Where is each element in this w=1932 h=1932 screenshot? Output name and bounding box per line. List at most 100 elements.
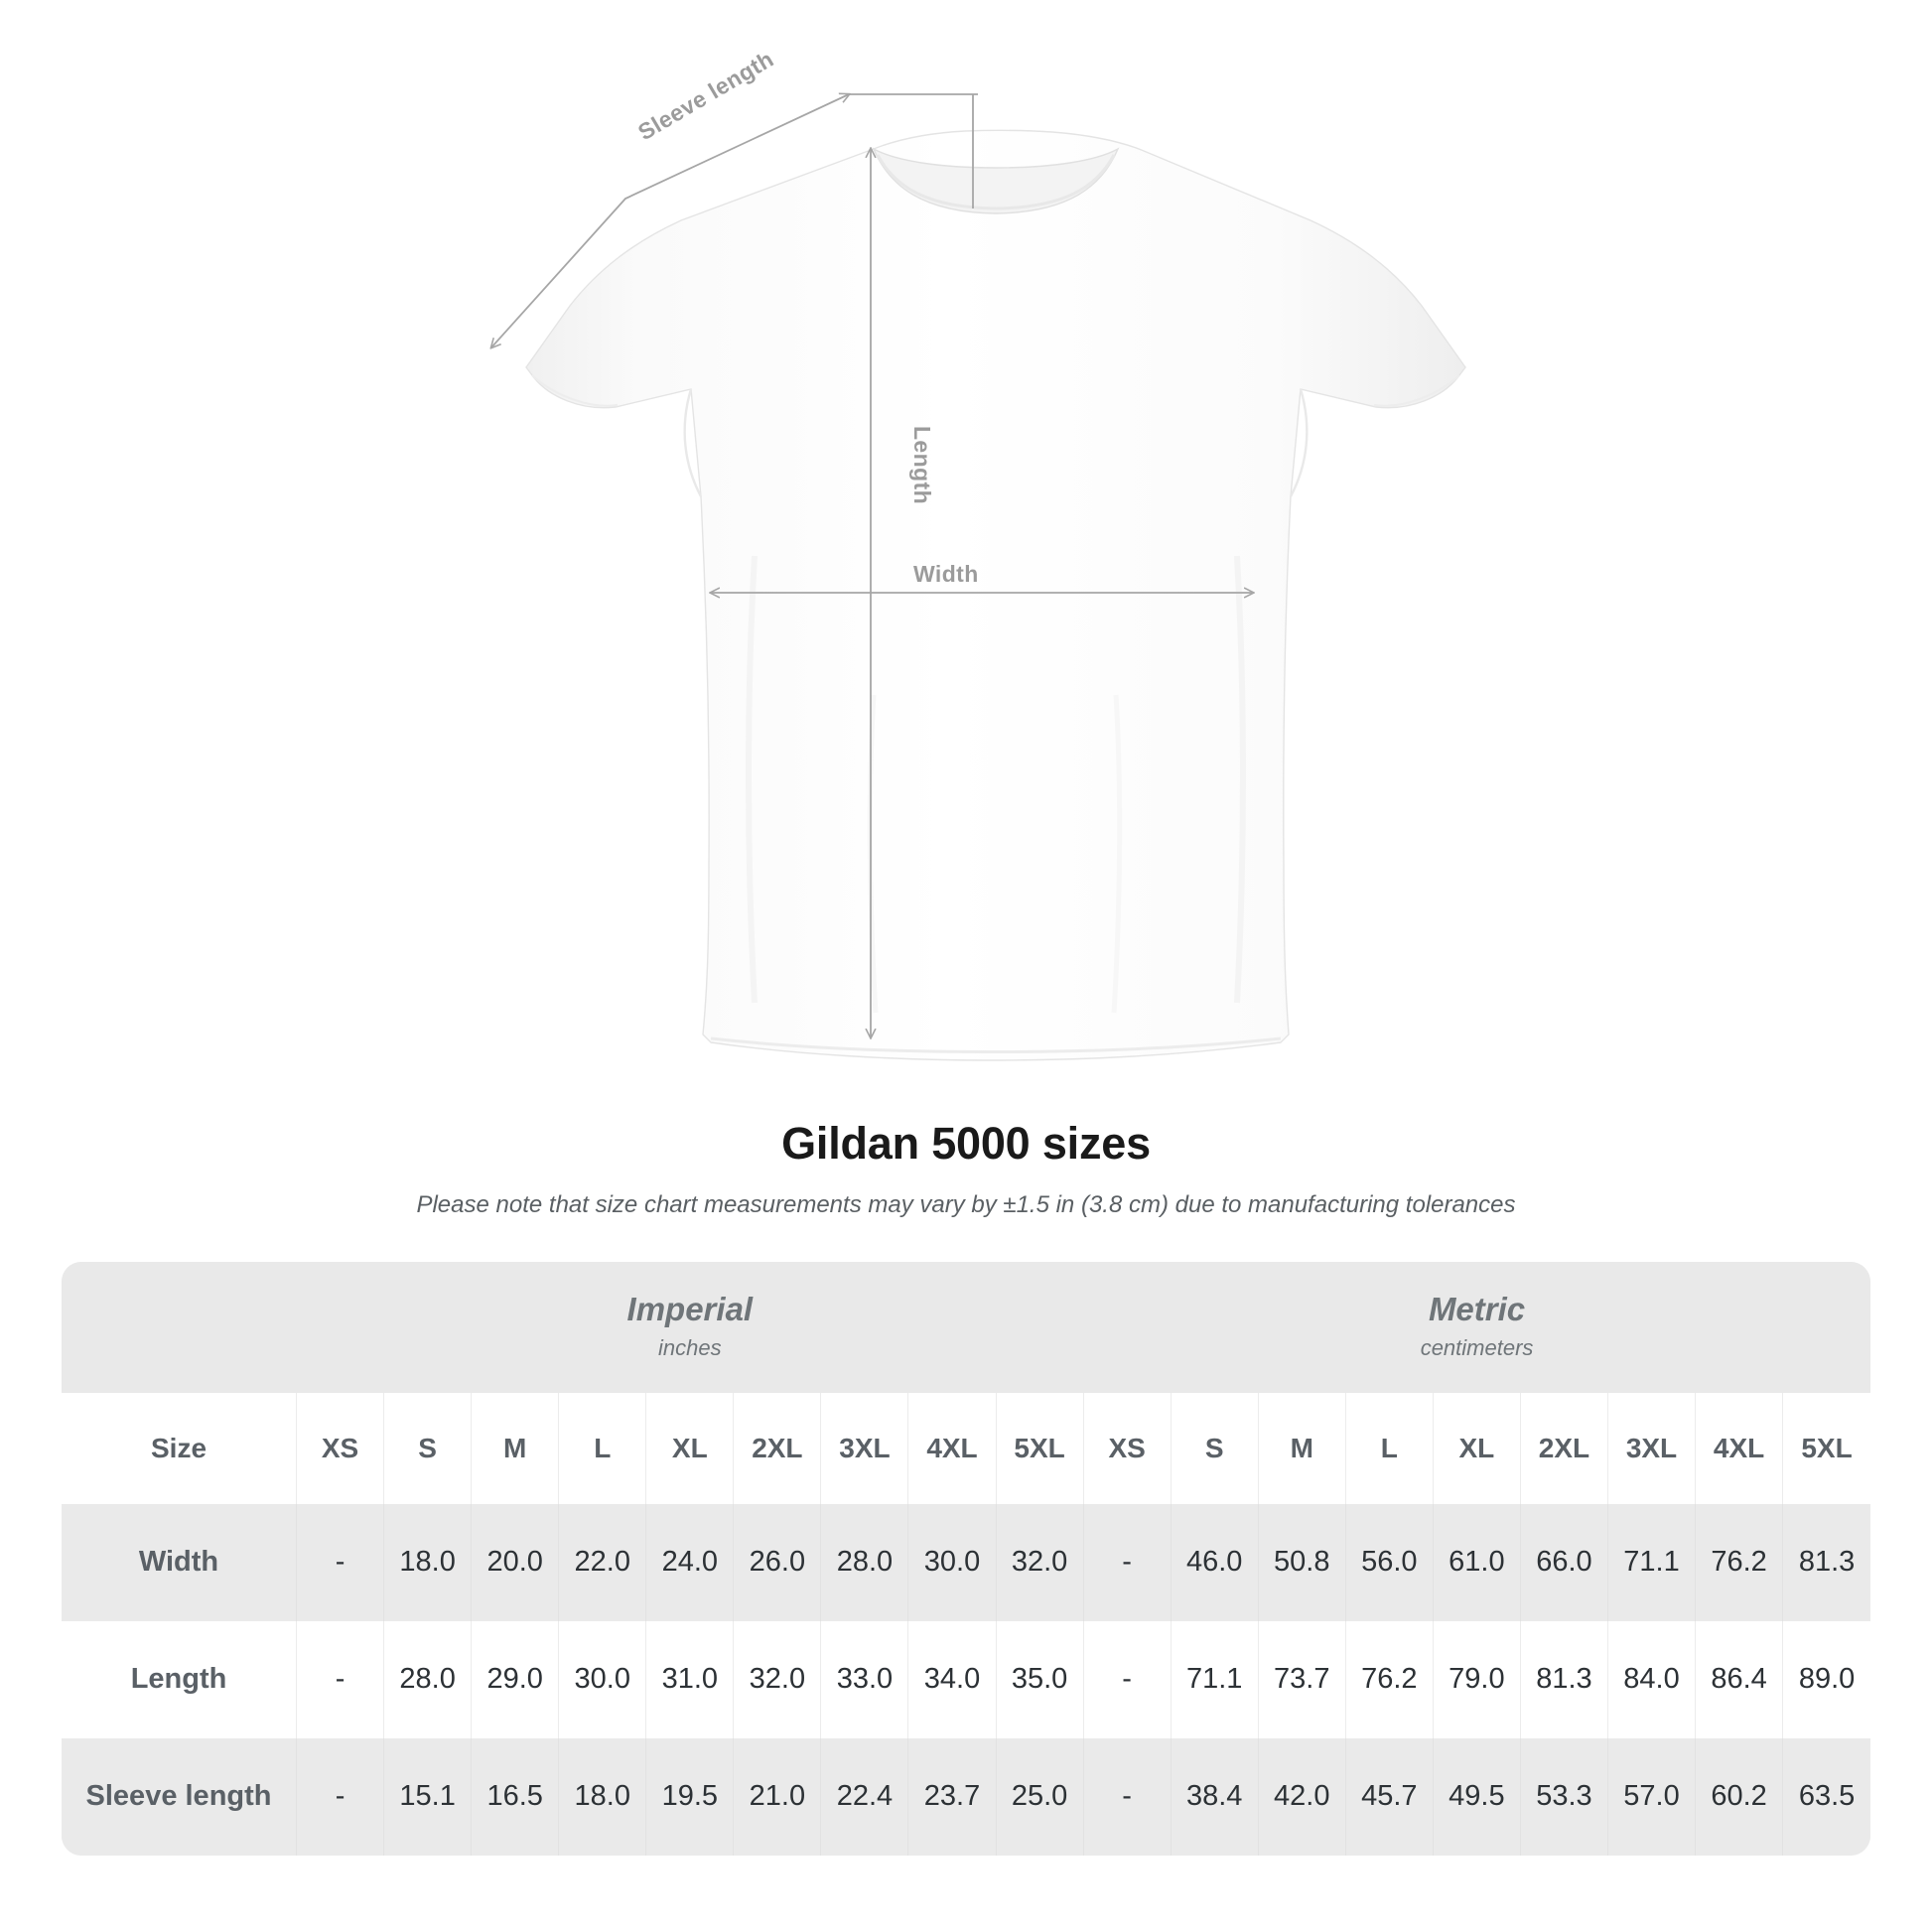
cell-sleeve-length-metric-xl: 49.5 bbox=[1432, 1737, 1521, 1856]
cell-length-imperial-xs: - bbox=[296, 1620, 384, 1738]
cell-length-imperial-2xl: 32.0 bbox=[733, 1620, 821, 1738]
cell-sleeve-length-imperial-m: 16.5 bbox=[471, 1737, 559, 1856]
column-header-metric-xl: XL bbox=[1432, 1392, 1521, 1504]
cell-sleeve-length-imperial-xs: - bbox=[296, 1737, 384, 1856]
cell-width-imperial-m: 20.0 bbox=[471, 1503, 559, 1621]
unit-group-name: Imperial bbox=[626, 1291, 754, 1328]
cell-sleeve-length-metric-m: 42.0 bbox=[1257, 1737, 1346, 1856]
cell-sleeve-length-imperial-s: 15.1 bbox=[383, 1737, 472, 1856]
column-header-imperial-4xl: 4XL bbox=[907, 1392, 997, 1504]
cell-sleeve-length-metric-4xl: 60.2 bbox=[1695, 1737, 1783, 1856]
cell-sleeve-length-metric-3xl: 57.0 bbox=[1606, 1737, 1696, 1856]
unit-group-sub: centimeters bbox=[1420, 1335, 1534, 1361]
width-dimension-label: Width bbox=[913, 561, 979, 587]
cell-width-metric-2xl: 66.0 bbox=[1519, 1503, 1608, 1621]
cell-length-imperial-l: 30.0 bbox=[558, 1620, 646, 1738]
cell-width-metric-5xl: 81.3 bbox=[1782, 1503, 1870, 1621]
column-header-imperial-l: L bbox=[558, 1392, 646, 1504]
size-chart-table: Imperial inches Metric centimeters Size XS S M L… bbox=[62, 1261, 1870, 1856]
cell-width-imperial-s: 18.0 bbox=[383, 1503, 472, 1621]
cell-width-imperial-xl: 24.0 bbox=[645, 1503, 734, 1621]
row-header-size: Size bbox=[62, 1392, 297, 1504]
cell-length-metric-xl: 79.0 bbox=[1432, 1620, 1521, 1738]
column-header-imperial-m: M bbox=[471, 1392, 559, 1504]
unit-group-sub: inches bbox=[658, 1335, 722, 1361]
cell-length-metric-m: 73.7 bbox=[1257, 1620, 1346, 1738]
cell-length-imperial-3xl: 33.0 bbox=[820, 1620, 908, 1738]
table-row: Sleeve length -15.1 16.5 18.0 19.5 21.0 22.4 23… bbox=[62, 1737, 1870, 1856]
cell-width-metric-m: 50.8 bbox=[1257, 1503, 1346, 1621]
cell-sleeve-length-imperial-3xl: 22.4 bbox=[820, 1737, 908, 1856]
chart-title-block: Gildan 5000 sizes Please note that size … bbox=[0, 1112, 1932, 1220]
column-header-metric-xs: XS bbox=[1082, 1392, 1172, 1504]
column-header-metric-5xl: 5XL bbox=[1782, 1392, 1870, 1504]
size-chart-panel: Imperial inches Metric centimeters Size XS S M L… bbox=[62, 1261, 1870, 1856]
cell-length-metric-2xl: 81.3 bbox=[1519, 1620, 1608, 1738]
cell-length-metric-3xl: 84.0 bbox=[1606, 1620, 1696, 1738]
table-row: Length -28.0 29.0 30.0 31.0 32.0 33.0 34.0 35.0-… bbox=[62, 1620, 1870, 1738]
cell-width-metric-3xl: 71.1 bbox=[1606, 1503, 1696, 1621]
tshirt-measurement-diagram: Sleeve length Length Width bbox=[0, 0, 1466, 1061]
column-header-metric-m: M bbox=[1257, 1392, 1346, 1504]
length-dimension-label: Length bbox=[909, 425, 936, 505]
cell-sleeve-length-metric-5xl: 63.5 bbox=[1782, 1737, 1870, 1856]
table-row: Width -18.0 20.0 22.0 24.0 26.0 28.0 30.0 32.0-4… bbox=[62, 1503, 1870, 1621]
unit-row-spacer bbox=[62, 1261, 297, 1393]
row-label-sleeve-length: Sleeve length bbox=[62, 1737, 297, 1856]
cell-width-imperial-xs: - bbox=[296, 1503, 384, 1621]
column-header-metric-4xl: 4XL bbox=[1695, 1392, 1783, 1504]
cell-length-imperial-xl: 31.0 bbox=[645, 1620, 734, 1738]
cell-length-imperial-m: 29.0 bbox=[471, 1620, 559, 1738]
cell-sleeve-length-imperial-2xl: 21.0 bbox=[733, 1737, 821, 1856]
column-header-imperial-3xl: 3XL bbox=[820, 1392, 908, 1504]
cell-width-metric-s: 46.0 bbox=[1170, 1503, 1259, 1621]
sleeve-length-arrow bbox=[491, 94, 849, 347]
cell-sleeve-length-metric-l: 45.7 bbox=[1344, 1737, 1434, 1856]
column-header-imperial-5xl: 5XL bbox=[995, 1392, 1084, 1504]
column-header-imperial-xs: XS bbox=[296, 1392, 384, 1504]
column-header-imperial-xl: XL bbox=[645, 1392, 734, 1504]
cell-width-metric-xl: 61.0 bbox=[1432, 1503, 1521, 1621]
tolerance-note: Please note that size chart measurements… bbox=[416, 1190, 1516, 1218]
shirt-body-shape bbox=[525, 129, 1466, 1061]
cell-width-metric-xs: - bbox=[1082, 1503, 1172, 1621]
column-header-metric-3xl: 3XL bbox=[1606, 1392, 1696, 1504]
unit-group-row: Imperial inches Metric centimeters bbox=[62, 1261, 1870, 1393]
size-header-row: Size XS S M L XL 2XL 3XL 4XL 5XL XS S M L XL 2XL 3XL 4XL 5… bbox=[62, 1392, 1870, 1504]
cell-width-imperial-l: 22.0 bbox=[558, 1503, 646, 1621]
cell-sleeve-length-imperial-xl: 19.5 bbox=[645, 1737, 734, 1856]
unit-group-name: Metric bbox=[1428, 1291, 1526, 1328]
cell-length-metric-5xl: 89.0 bbox=[1782, 1620, 1870, 1738]
cell-length-metric-s: 71.1 bbox=[1170, 1620, 1259, 1738]
cell-width-metric-l: 56.0 bbox=[1344, 1503, 1434, 1621]
cell-length-imperial-5xl: 35.0 bbox=[995, 1620, 1084, 1738]
row-label-length: Length bbox=[62, 1620, 297, 1738]
cell-sleeve-length-imperial-4xl: 23.7 bbox=[907, 1737, 997, 1856]
page-title: Gildan 5000 sizes bbox=[781, 1118, 1151, 1169]
column-header-imperial-2xl: 2XL bbox=[733, 1392, 821, 1504]
cell-length-metric-4xl: 86.4 bbox=[1695, 1620, 1783, 1738]
cell-width-imperial-4xl: 30.0 bbox=[907, 1503, 997, 1621]
column-header-metric-l: L bbox=[1344, 1392, 1434, 1504]
column-header-imperial-s: S bbox=[383, 1392, 472, 1504]
cell-length-metric-l: 76.2 bbox=[1344, 1620, 1434, 1738]
column-header-metric-2xl: 2XL bbox=[1519, 1392, 1608, 1504]
cell-width-imperial-2xl: 26.0 bbox=[733, 1503, 821, 1621]
cell-length-metric-xs: - bbox=[1082, 1620, 1172, 1738]
column-header-metric-s: S bbox=[1170, 1392, 1259, 1504]
cell-width-imperial-5xl: 32.0 bbox=[995, 1503, 1084, 1621]
cell-sleeve-length-metric-s: 38.4 bbox=[1170, 1737, 1259, 1856]
dimension-lines bbox=[491, 94, 1253, 1037]
row-label-width: Width bbox=[62, 1503, 297, 1621]
unit-group-metric: Metric centimeters bbox=[1083, 1261, 1870, 1393]
cell-sleeve-length-imperial-5xl: 25.0 bbox=[995, 1737, 1084, 1856]
cell-sleeve-length-imperial-l: 18.0 bbox=[558, 1737, 646, 1856]
cell-length-imperial-s: 28.0 bbox=[383, 1620, 472, 1738]
unit-group-imperial: Imperial inches bbox=[296, 1261, 1084, 1393]
cell-width-metric-4xl: 76.2 bbox=[1695, 1503, 1783, 1621]
cell-length-imperial-4xl: 34.0 bbox=[907, 1620, 997, 1738]
cell-sleeve-length-metric-xs: - bbox=[1082, 1737, 1172, 1856]
tshirt-illustration bbox=[0, 0, 1466, 1061]
cell-width-imperial-3xl: 28.0 bbox=[820, 1503, 908, 1621]
cell-sleeve-length-metric-2xl: 53.3 bbox=[1519, 1737, 1608, 1856]
